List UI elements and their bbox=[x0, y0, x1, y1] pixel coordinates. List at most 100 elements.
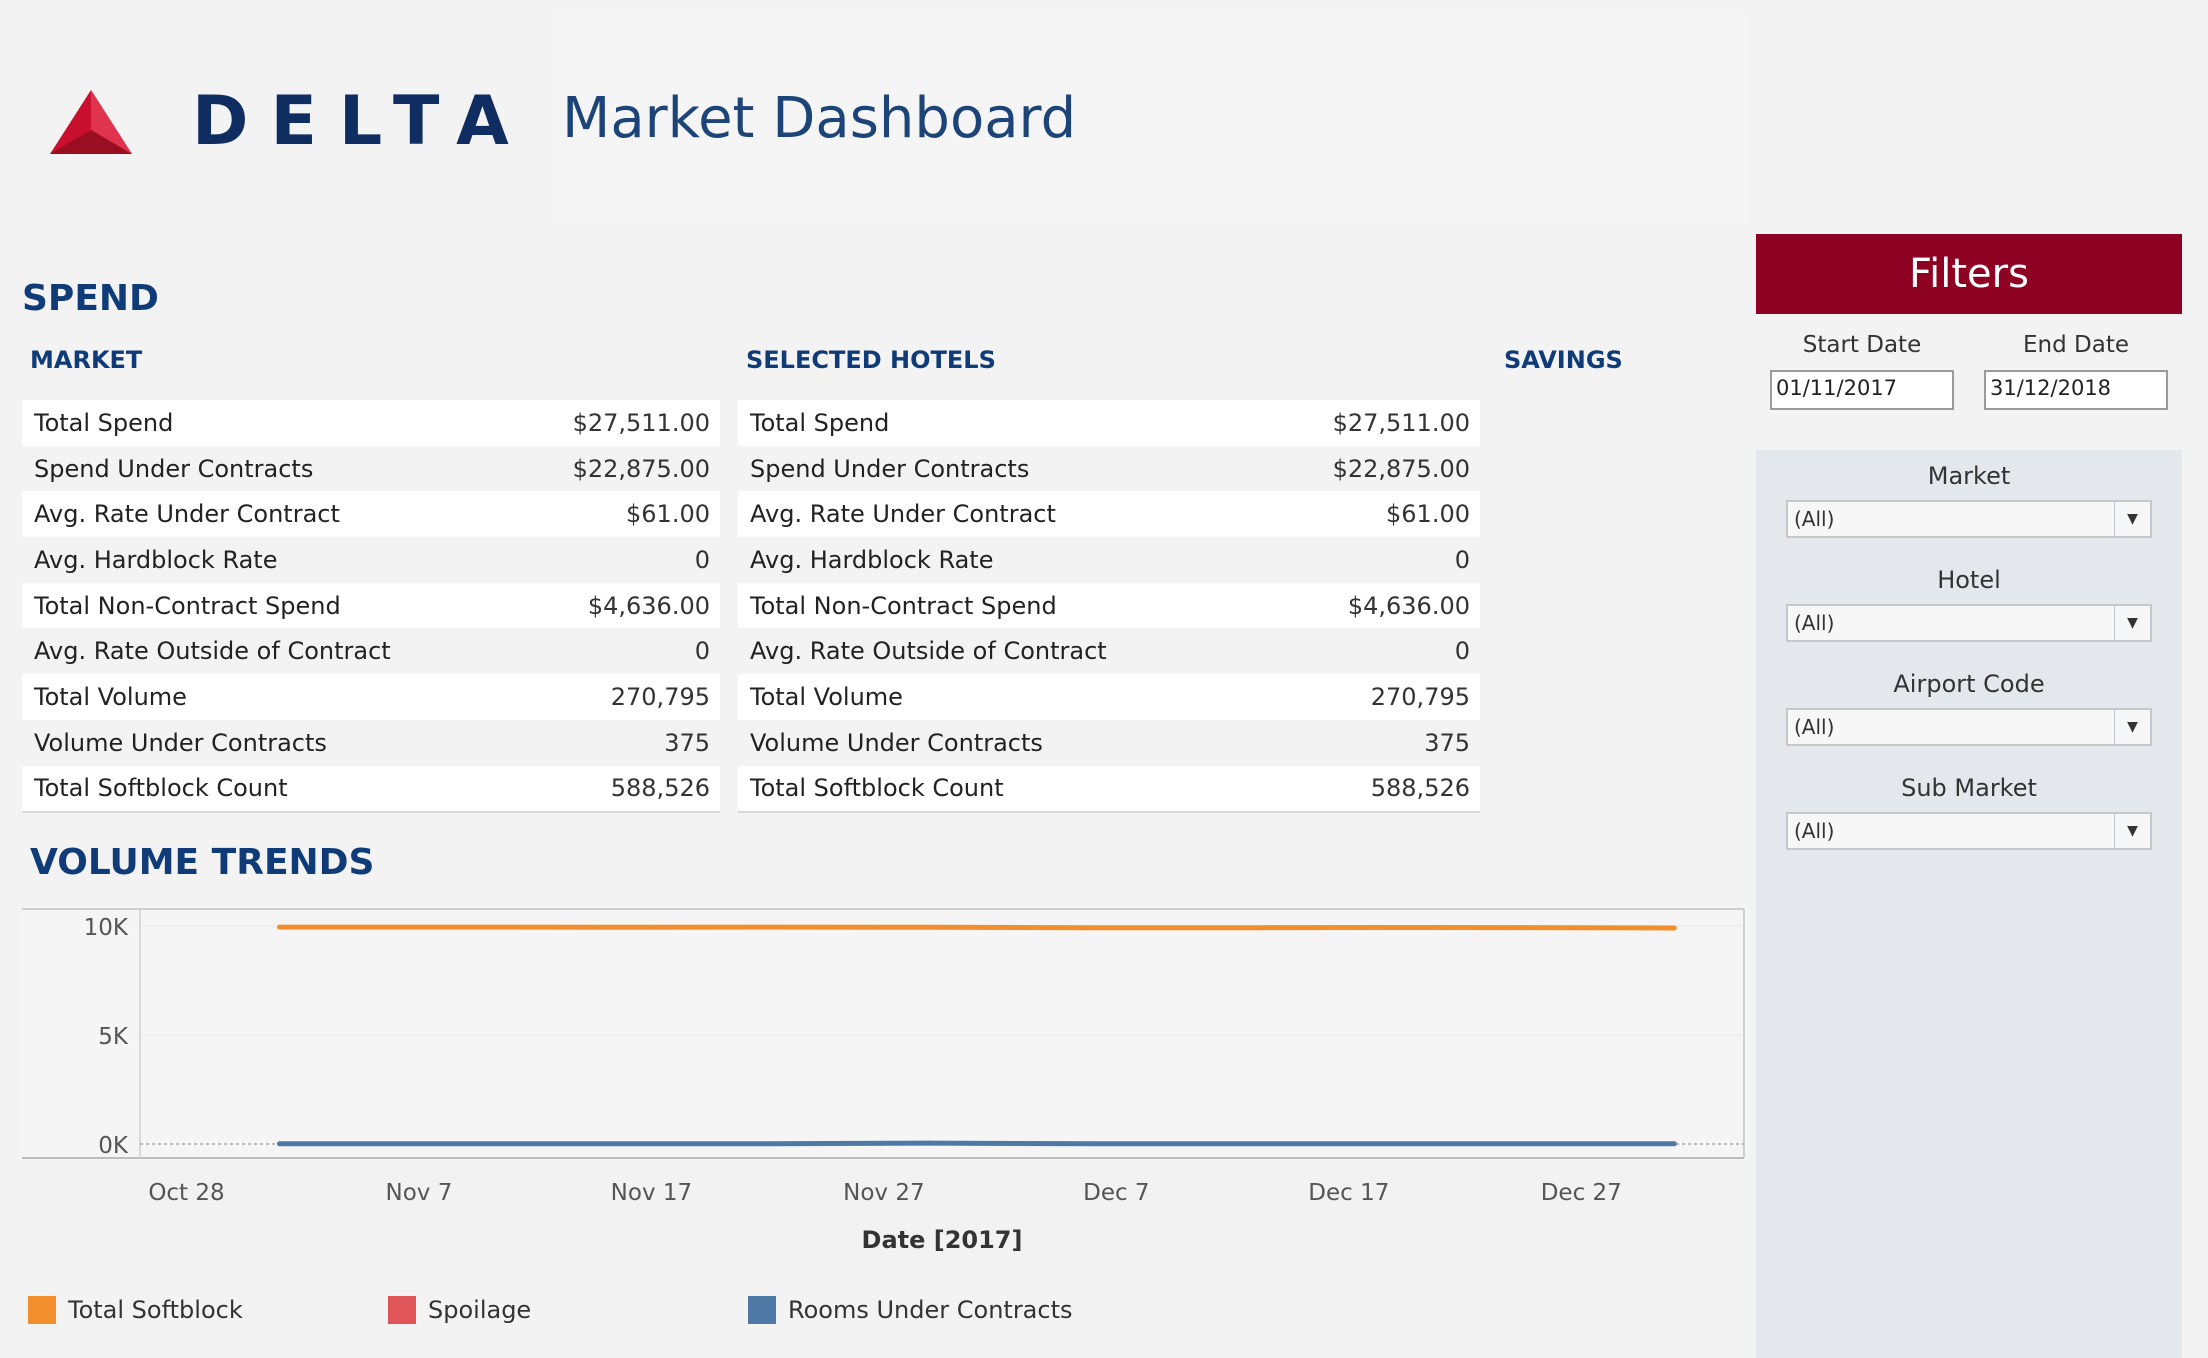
plot-background bbox=[22, 908, 1748, 1160]
kpi-row: Volume Under Contracts 375 bbox=[738, 719, 1480, 766]
kpi-label: Total Spend bbox=[750, 408, 890, 437]
end-date-input[interactable]: 31/12/2018 bbox=[1984, 370, 2168, 410]
y-tick-label: 0K bbox=[98, 1133, 129, 1159]
kpi-label: Total Volume bbox=[34, 682, 187, 711]
kpi-label: Volume Under Contracts bbox=[34, 728, 327, 757]
x-tick-label: Dec 27 bbox=[1541, 1180, 1622, 1206]
kpi-value: 0 bbox=[1454, 637, 1470, 666]
chevron-down-icon[interactable]: ▼ bbox=[2114, 502, 2150, 536]
start-date-input[interactable]: 01/11/2017 bbox=[1770, 370, 1954, 410]
kpi-row: Spend Under Contracts $22,875.00 bbox=[738, 445, 1480, 492]
chart-legend: Total Softblock Spoilage Rooms Under Contr… bbox=[28, 1296, 1228, 1326]
kpi-label: Avg. Rate Outside of Contract bbox=[34, 637, 391, 666]
selected-hotels-heading: SELECTED HOTELS bbox=[746, 346, 996, 374]
delta-logo: DELTA bbox=[40, 82, 509, 162]
filter-dropdown-value: (All) bbox=[1794, 507, 1835, 531]
kpi-row: Avg. Rate Under Contract $61.00 bbox=[738, 491, 1480, 538]
x-tick-label: Dec 17 bbox=[1308, 1180, 1389, 1206]
delta-widget-icon bbox=[50, 90, 132, 154]
market-heading: MARKET bbox=[30, 346, 143, 374]
filter-dropdown-value: (All) bbox=[1794, 819, 1835, 843]
filters-header: Filters bbox=[1756, 234, 2182, 314]
filter-dropdown[interactable]: (All) ▼ bbox=[1786, 604, 2152, 642]
kpi-label: Total Volume bbox=[750, 682, 903, 711]
kpi-row: Avg. Rate Under Contract $61.00 bbox=[22, 491, 720, 538]
volume-trends-svg: 10K 5K 0K Oct 28 Nov 7 Nov 17 Nov 27 Dec 7 Dec 1… bbox=[22, 908, 1748, 1254]
page-title: Market Dashboard bbox=[562, 86, 1077, 151]
kpi-value: $22,875.00 bbox=[1332, 454, 1470, 483]
filter-label: Sub Market bbox=[1901, 774, 2037, 802]
kpi-row: Spend Under Contracts $22,875.00 bbox=[22, 445, 720, 492]
kpi-label: Avg. Hardblock Rate bbox=[750, 545, 994, 574]
x-tick-label: Dec 7 bbox=[1083, 1180, 1149, 1206]
start-date-label: Start Date bbox=[1802, 332, 1922, 358]
kpi-value: 375 bbox=[664, 728, 710, 757]
kpi-label: Avg. Rate Under Contract bbox=[34, 500, 340, 529]
kpi-label: Total Spend bbox=[34, 408, 174, 437]
selected-hotels-kpi-table: Total Spend $27,511.00 Spend Under Contrac… bbox=[738, 400, 1480, 814]
kpi-label: Volume Under Contracts bbox=[750, 728, 1043, 757]
filter-label: Hotel bbox=[1937, 566, 2001, 594]
spend-section-title: SPEND bbox=[22, 278, 159, 319]
kpi-value: 0 bbox=[694, 637, 710, 666]
kpi-label: Avg. Rate Outside of Contract bbox=[750, 637, 1107, 666]
kpi-row: Total Softblock Count 588,526 bbox=[738, 765, 1480, 812]
y-tick-label: 5K bbox=[98, 1024, 129, 1050]
legend-label: Rooms Under Contracts bbox=[788, 1296, 1073, 1324]
x-tick-label: Nov 17 bbox=[611, 1180, 692, 1206]
series-line-rooms-under-contracts bbox=[277, 1140, 1677, 1147]
kpi-row: Volume Under Contracts 375 bbox=[22, 719, 720, 766]
kpi-row: Avg. Rate Outside of Contract 0 bbox=[22, 628, 720, 675]
kpi-value: $61.00 bbox=[626, 500, 710, 529]
filter-dropdown-value: (All) bbox=[1794, 715, 1835, 739]
kpi-label: Spend Under Contracts bbox=[34, 454, 314, 483]
market-kpi-table: Total Spend $27,511.00 Spend Under Contrac… bbox=[22, 400, 720, 814]
x-tick-label: Nov 7 bbox=[386, 1180, 453, 1206]
kpi-row: Total Non-Contract Spend $4,636.00 bbox=[738, 582, 1480, 629]
kpi-label: Spend Under Contracts bbox=[750, 454, 1030, 483]
volume-trends-title: VOLUME TRENDS bbox=[30, 842, 375, 883]
filter-dropdown[interactable]: (All) ▼ bbox=[1786, 708, 2152, 746]
chevron-down-icon[interactable]: ▼ bbox=[2114, 814, 2150, 848]
kpi-value: 270,795 bbox=[610, 682, 710, 711]
kpi-label: Total Non-Contract Spend bbox=[750, 591, 1057, 620]
legend-item[interactable]: Spoilage bbox=[388, 1296, 531, 1324]
filter-dropdown[interactable]: (All) ▼ bbox=[1786, 500, 2152, 538]
chevron-down-icon[interactable]: ▼ bbox=[2114, 606, 2150, 640]
kpi-label: Total Non-Contract Spend bbox=[34, 591, 341, 620]
end-date-label: End Date bbox=[2023, 332, 2129, 358]
kpi-label: Avg. Hardblock Rate bbox=[34, 545, 278, 574]
kpi-value: 588,526 bbox=[610, 774, 710, 803]
kpi-value: 588,526 bbox=[1370, 774, 1470, 803]
legend-swatch bbox=[388, 1296, 416, 1324]
filter-label: Airport Code bbox=[1893, 670, 2045, 698]
kpi-value: $4,636.00 bbox=[587, 591, 710, 620]
filter-dropdown[interactable]: (All) ▼ bbox=[1786, 812, 2152, 850]
y-tick-label: 10K bbox=[84, 915, 129, 941]
kpi-label: Avg. Rate Under Contract bbox=[750, 500, 1056, 529]
kpi-value: 0 bbox=[694, 545, 710, 574]
legend-item[interactable]: Rooms Under Contracts bbox=[748, 1296, 1073, 1324]
x-axis-title: Date [2017] bbox=[862, 1226, 1023, 1254]
kpi-row: Avg. Hardblock Rate 0 bbox=[22, 537, 720, 583]
kpi-value: 0 bbox=[1454, 545, 1470, 574]
kpi-row: Total Spend $27,511.00 bbox=[738, 400, 1480, 446]
kpi-label: Total Softblock Count bbox=[750, 774, 1004, 803]
kpi-value: $27,511.00 bbox=[572, 408, 710, 437]
kpi-row: Avg. Hardblock Rate 0 bbox=[738, 537, 1480, 583]
legend-item[interactable]: Total Softblock bbox=[28, 1296, 243, 1324]
kpi-row: Avg. Rate Outside of Contract 0 bbox=[738, 628, 1480, 675]
kpi-value: 270,795 bbox=[1370, 682, 1470, 711]
kpi-value: $27,511.00 bbox=[1332, 408, 1470, 437]
volume-trends-chart: 10K 5K 0K Oct 28 Nov 7 Nov 17 Nov 27 Dec 7 Dec 1… bbox=[22, 908, 1748, 1268]
kpi-row: Total Non-Contract Spend $4,636.00 bbox=[22, 582, 720, 629]
kpi-row: Total Volume 270,795 bbox=[738, 674, 1480, 720]
chevron-down-icon[interactable]: ▼ bbox=[2114, 710, 2150, 744]
filter-dropdown-value: (All) bbox=[1794, 611, 1835, 635]
kpi-value: 375 bbox=[1424, 728, 1470, 757]
legend-label: Total Softblock bbox=[68, 1296, 243, 1324]
kpi-value: $61.00 bbox=[1386, 500, 1470, 529]
series-line-total-softblock bbox=[277, 924, 1677, 931]
kpi-row: Total Volume 270,795 bbox=[22, 674, 720, 720]
kpi-row: Total Softblock Count 588,526 bbox=[22, 765, 720, 812]
